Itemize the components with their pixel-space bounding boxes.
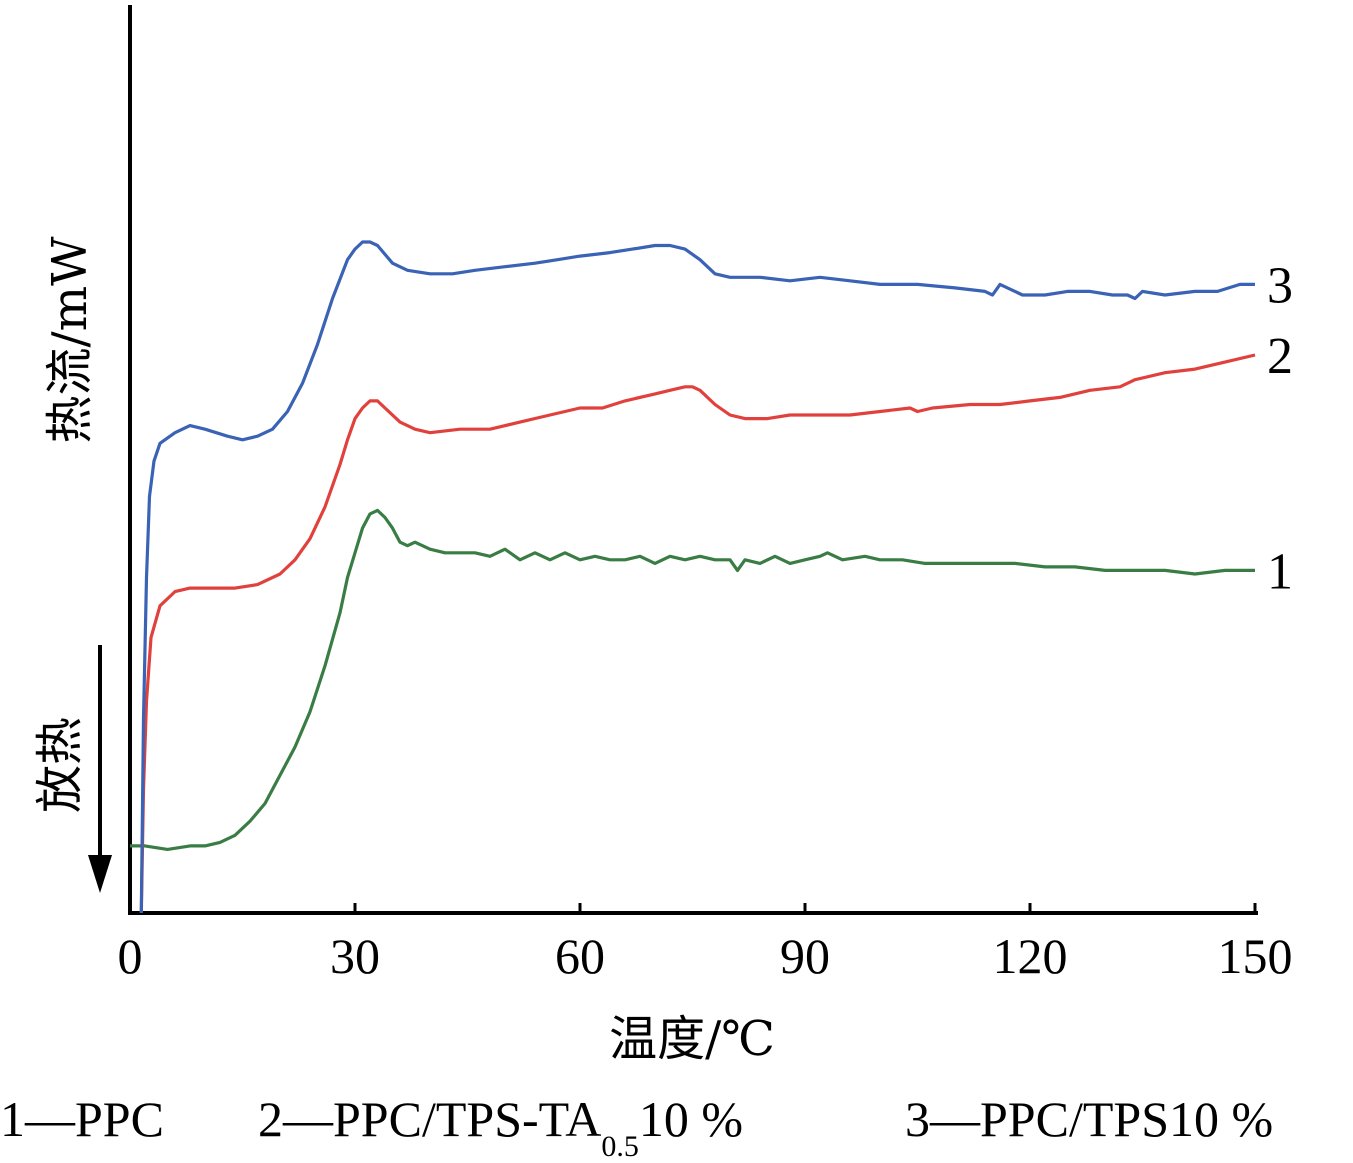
dsc-chart: 0 30 60 90 120 150 1 2 3 热流/mW 温度/℃ 放热 [32,5,1293,1067]
exotherm-arrow-head-icon [88,855,112,893]
exotherm-annotation: 放热 [32,645,112,893]
legend-entry-2: 2—PPC/TPS-TA0.510 % [258,1091,743,1163]
x-axis-title: 温度/℃ [609,1011,775,1067]
x-tick-label: 150 [1218,928,1293,984]
series-label-3: 3 [1267,257,1293,314]
series-line-2 [139,353,1256,914]
x-tick-label: 60 [555,928,605,984]
series-lines [130,240,1256,914]
series-line-3 [139,240,1255,914]
x-tick-label: 90 [780,928,830,984]
series-line-1 [130,508,1255,851]
x-tick-label: 30 [330,928,380,984]
legend-entry-1: 1—PPC [0,1091,164,1147]
x-tick-label: 0 [118,928,143,984]
exotherm-label: 放热 [32,717,88,813]
x-ticks: 0 30 60 90 120 150 [118,903,1293,984]
series-label-1: 1 [1267,543,1293,600]
series-labels: 1 2 3 [1267,257,1293,600]
axes [128,5,1258,915]
x-tick-label: 120 [993,928,1068,984]
legend-entry-3: 3—PPC/TPS10 % [905,1091,1274,1147]
series-label-2: 2 [1267,328,1293,385]
y-axis-title: 热流/mW [42,236,98,444]
